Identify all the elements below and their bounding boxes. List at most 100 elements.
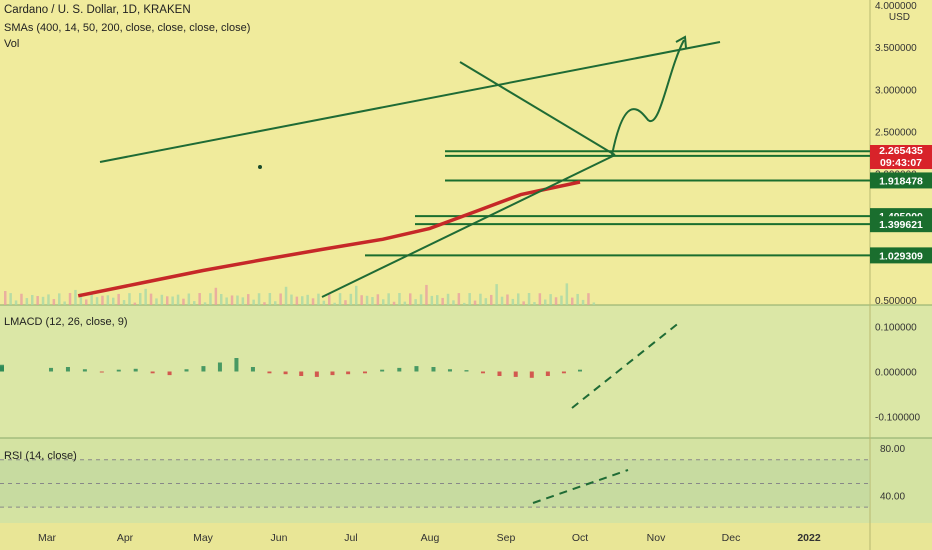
volume-bar: [68, 293, 72, 305]
macd-histogram-bar: [513, 371, 518, 377]
macd-histogram-bar: [545, 371, 550, 376]
volume-bar: [225, 297, 228, 305]
volume-bar: [85, 299, 88, 305]
rsi-tick-label: 80.00: [880, 444, 905, 455]
volume-bar: [436, 295, 439, 305]
macd-histogram-bar: [116, 369, 121, 372]
main-pane-bg: [0, 0, 932, 305]
volume-bar: [95, 297, 99, 305]
volume-bar: [581, 299, 585, 305]
volume-bar: [122, 300, 126, 305]
volume-bar: [344, 300, 347, 305]
volume-bar: [490, 294, 493, 305]
volume-bar: [382, 299, 385, 305]
macd-histogram-bar: [82, 369, 87, 372]
volume-bar: [112, 297, 115, 305]
volume-bar: [376, 294, 380, 305]
volume-bar: [117, 293, 120, 305]
time-tick-label: 2022: [797, 532, 821, 544]
macd-histogram-bar: [330, 371, 335, 376]
upper-trendline: [99, 41, 721, 163]
volume-bar: [58, 293, 61, 305]
volume-bar: [511, 298, 515, 305]
volume-bar: [284, 286, 288, 305]
macd-trend-dashed: [571, 321, 681, 409]
macd-tick-label: -0.100000: [875, 413, 920, 424]
volume-bar: [463, 302, 466, 305]
volume-bar: [441, 297, 444, 305]
volume-bar: [79, 293, 83, 305]
volume-bar: [527, 293, 531, 305]
macd-tick-label: 0.100000: [875, 323, 917, 334]
volume-bar: [387, 293, 390, 305]
volume-bar: [214, 287, 218, 305]
level-tag-bg: [870, 216, 932, 233]
volume-legend: Vol: [4, 38, 20, 50]
level-tag-label: 1.029309: [879, 250, 923, 262]
current-price-tag: 2.265435 09:43:07: [870, 145, 932, 169]
price-tick-label: 4.000000: [875, 1, 917, 12]
level-tag-label: 1.918478: [879, 175, 923, 187]
macd-histogram-bar: [150, 371, 155, 374]
macd-histogram-bar: [267, 371, 272, 374]
volume-bar: [36, 296, 39, 305]
time-tick-label: Mar: [38, 532, 57, 544]
macd-tick-label: 0.000000: [875, 368, 917, 379]
time-tick-label: Jul: [344, 532, 357, 544]
volume-bar: [403, 301, 407, 305]
projection-arrow: [675, 35, 687, 49]
volume-bar: [268, 293, 272, 305]
volume-bar: [257, 293, 261, 305]
volume-bar: [301, 296, 304, 305]
volume-bar: [328, 293, 331, 305]
rsi-tick-label: 40.00: [880, 491, 905, 502]
volume-bar: [160, 294, 164, 305]
volume-bar: [295, 296, 299, 305]
volume-bar: [392, 301, 396, 305]
volume-bar: [144, 288, 147, 305]
lower-trendline: [321, 154, 616, 298]
volume-bar: [230, 295, 234, 305]
time-tick-label: May: [193, 532, 214, 544]
volume-bar: [14, 300, 18, 305]
volume-bar: [193, 301, 196, 305]
volume-bar: [571, 297, 574, 305]
volume-bar: [592, 302, 596, 305]
volume-bar: [252, 299, 255, 305]
volume-bar: [446, 293, 450, 305]
volume-bar: [522, 301, 525, 305]
volume-bar: [365, 295, 369, 305]
volume-bar: [311, 298, 315, 305]
volume-bar: [565, 283, 569, 305]
countdown-value: 09:43:07: [879, 157, 923, 169]
rsi-legend: RSI (14, close): [4, 450, 77, 462]
volume-bar: [4, 291, 7, 305]
volume-bar: [171, 296, 174, 305]
volume-bar: [468, 293, 471, 305]
volume-bar: [25, 298, 29, 305]
volume-bar: [544, 299, 547, 305]
volume-bar: [349, 293, 353, 305]
macd-histogram-bar: [299, 371, 304, 376]
volume-bar: [52, 299, 56, 305]
volume-bar: [306, 294, 309, 305]
macd-histogram-bar: [380, 369, 385, 372]
volume-bar: [360, 295, 363, 305]
macd-histogram-bar: [201, 366, 206, 372]
volume-bar: [279, 293, 282, 305]
macd-histogram-bar: [314, 371, 319, 377]
macd-histogram-bar: [362, 371, 367, 374]
volume-bar: [409, 293, 412, 305]
volume-bar: [506, 294, 509, 305]
volume-bar: [128, 293, 131, 305]
volume-bar: [495, 284, 498, 305]
volume-bar: [398, 293, 401, 305]
volume-bar: [220, 294, 223, 305]
macd-histogram-bar: [133, 368, 138, 372]
time-tick-label: Jun: [271, 532, 288, 544]
volume-bar: [74, 289, 77, 305]
macd-histogram-bar: [167, 371, 172, 376]
projection-path: [611, 39, 685, 156]
